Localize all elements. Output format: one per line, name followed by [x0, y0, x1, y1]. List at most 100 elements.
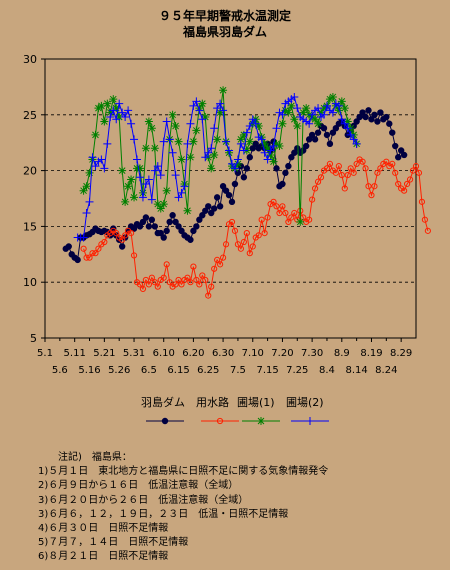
data-point	[175, 223, 182, 230]
data-point	[210, 124, 219, 133]
data-point	[343, 124, 352, 133]
y-tick-label: 30	[23, 53, 37, 66]
data-point	[418, 198, 426, 205]
y-tick-label: 10	[23, 276, 37, 289]
data-point	[101, 238, 108, 246]
data-point	[121, 197, 130, 206]
data-point	[245, 121, 254, 130]
data-point	[397, 147, 405, 154]
data-point	[196, 216, 203, 223]
data-point	[199, 272, 206, 279]
data-point	[195, 106, 204, 115]
data-point	[276, 209, 283, 217]
data-point	[89, 250, 96, 257]
data-point	[187, 236, 194, 243]
note-line: 5)７月７，１４日 日照不足情報	[38, 537, 189, 549]
title-line-1: ９５年早期警戒水温測定	[158, 9, 291, 23]
data-point	[83, 254, 90, 261]
data-point	[392, 169, 399, 176]
data-point	[183, 139, 192, 148]
x-tick-label: 8.14	[346, 365, 368, 376]
data-point	[198, 99, 207, 108]
data-point	[302, 104, 311, 113]
data-point	[288, 214, 295, 221]
data-point	[172, 281, 179, 288]
data-point	[314, 104, 323, 113]
data-point	[246, 250, 253, 257]
data-point	[279, 203, 286, 210]
data-point	[113, 229, 120, 237]
data-point	[299, 108, 308, 117]
data-point	[97, 155, 106, 164]
data-point	[141, 144, 150, 153]
data-point	[148, 216, 156, 223]
data-point	[166, 279, 173, 286]
x-tick-label: 7.10	[242, 348, 264, 359]
data-point	[326, 160, 334, 168]
data-point	[208, 209, 215, 217]
data-point	[109, 106, 118, 115]
data-point	[260, 148, 269, 157]
data-point	[92, 250, 99, 257]
data-point	[264, 214, 271, 221]
data-point	[196, 281, 203, 288]
data-point	[239, 130, 248, 139]
data-point	[177, 188, 186, 197]
x-tick-label: 7.30	[301, 348, 323, 359]
series-group	[62, 86, 431, 299]
data-point	[302, 142, 310, 150]
data-point	[319, 104, 328, 113]
data-point	[163, 227, 170, 235]
data-point	[389, 160, 396, 168]
series-4	[73, 92, 361, 242]
data-point	[234, 241, 242, 248]
data-point	[147, 124, 156, 133]
notes: 注記) 福島県： 1)５月１日 東北地方と福島県に日照不足に関する気象情報発令 2…	[38, 451, 328, 565]
data-point	[135, 173, 144, 182]
series-line	[83, 158, 429, 298]
data-point	[329, 129, 337, 136]
x-tick-label: 5.21	[93, 348, 115, 359]
data-point	[190, 227, 197, 235]
data-point	[130, 252, 138, 259]
data-point	[311, 115, 320, 124]
x-tick-label: 8.24	[375, 365, 397, 376]
data-point	[147, 195, 156, 204]
data-point	[263, 155, 272, 164]
data-point	[138, 193, 147, 202]
data-point	[213, 194, 221, 201]
data-point	[100, 117, 109, 126]
data-point	[225, 146, 234, 155]
data-point	[165, 135, 174, 144]
data-point	[257, 135, 266, 144]
data-point	[317, 108, 326, 117]
data-point	[421, 216, 429, 223]
data-point	[193, 276, 200, 284]
data-point	[415, 169, 423, 176]
data-point	[159, 200, 168, 209]
data-point	[135, 164, 144, 173]
data-point	[344, 171, 351, 179]
x-tick-label: 5.26	[108, 365, 130, 376]
data-point	[216, 108, 225, 117]
data-point	[184, 274, 191, 281]
data-point	[85, 168, 94, 177]
x-tick-label: 7.5	[230, 365, 246, 376]
data-point	[118, 108, 127, 117]
data-point	[154, 283, 161, 290]
data-point	[279, 180, 286, 188]
data-point	[86, 254, 93, 261]
data-point	[94, 104, 103, 113]
y-tick-label: 25	[23, 109, 37, 122]
data-point	[252, 140, 259, 148]
data-point	[340, 119, 349, 128]
data-point	[204, 148, 213, 157]
data-point	[91, 130, 100, 139]
data-point	[141, 179, 150, 188]
data-point	[199, 212, 206, 219]
data-point	[365, 107, 372, 114]
data-point	[278, 119, 287, 128]
data-point	[306, 216, 313, 223]
data-point	[242, 128, 251, 137]
data-point	[178, 227, 185, 235]
